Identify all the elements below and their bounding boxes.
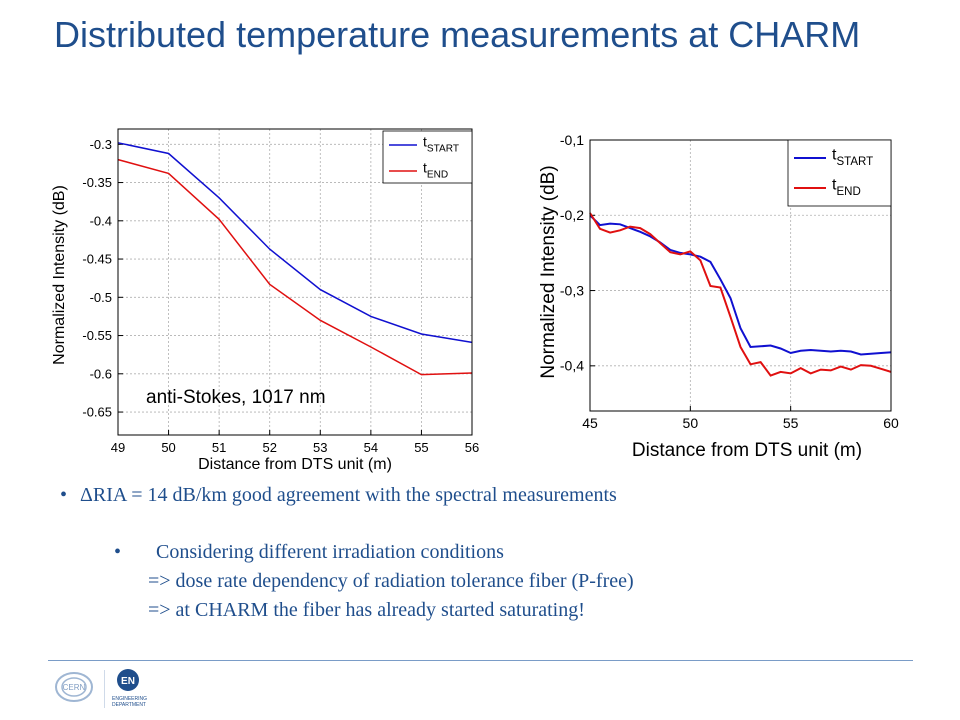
- en-department-word: DEPARTMENT: [112, 702, 146, 708]
- legend-label-start: tSTART: [423, 133, 459, 154]
- cern-logo-text: CERN: [63, 683, 86, 692]
- y-tick-label: -0.4: [90, 213, 112, 228]
- x-tick-label: 50: [161, 440, 175, 455]
- x-tick-label: 52: [262, 440, 276, 455]
- footer-divider: [48, 660, 913, 661]
- chart-annotation: anti-Stokes, 1017 nm: [146, 387, 326, 408]
- x-tick-label: 51: [212, 440, 226, 455]
- legend-label-end: tEND: [832, 177, 861, 199]
- series-line-end: [117, 158, 473, 376]
- x-tick-label: 55: [414, 440, 428, 455]
- en-department-text: ENGINEERING DEPARTMENT: [112, 696, 147, 708]
- y-tick-label: -0.6: [90, 366, 112, 381]
- y-tick-label: -0.65: [82, 405, 112, 420]
- en-logo-text: EN: [121, 676, 135, 687]
- series-line-start: [117, 142, 473, 344]
- legend-label-main: t: [423, 159, 427, 175]
- y-axis-label: Normalized Intensity (dB): [538, 165, 559, 378]
- x-tick-label: 60: [883, 415, 899, 431]
- series-line-end: [589, 212, 892, 377]
- legend-label-main: t: [423, 133, 427, 149]
- y-tick-label: -0,1: [560, 132, 584, 148]
- y-tick-label: -0,4: [560, 358, 584, 374]
- bullet-delta-ria-text: ΔRIA = 14 dB/km good agreement with the …: [80, 484, 617, 506]
- x-tick-label: 53: [313, 440, 327, 455]
- y-tick-label: -0.55: [82, 328, 112, 343]
- x-tick-label: 49: [111, 440, 125, 455]
- x-tick-label: 56: [465, 440, 479, 455]
- legend-box: [787, 139, 892, 207]
- bullet-saturating-text: => at CHARM the fiber has already starte…: [148, 599, 585, 621]
- bullet-dot: •: [60, 484, 68, 506]
- x-tick-label: 54: [364, 440, 378, 455]
- x-axis-label: Distance from DTS unit (m): [198, 456, 392, 473]
- x-tick-label: 45: [582, 415, 598, 431]
- legend-box: [382, 130, 473, 184]
- legend-label-sub: END: [836, 186, 860, 198]
- x-axis-label: Distance from DTS unit (m): [632, 440, 862, 461]
- y-tick-label: -0,2: [560, 207, 584, 223]
- legend-label-sub: END: [427, 169, 448, 180]
- chart-left: 49 50 51 52 53 54 55 56 -0.3 -0.35 -0.4 -0.45 -0.5 -0…: [51, 128, 479, 473]
- axes-frame: [117, 128, 473, 436]
- y-axis-label: Normalized Intensity (dB): [51, 185, 68, 365]
- legend-label-sub: START: [836, 156, 873, 168]
- series-line-start: [589, 214, 892, 356]
- y-tick-label: -0.45: [82, 252, 112, 267]
- bullet-dose-rate-text: => dose rate dependency of radiation tol…: [148, 570, 634, 592]
- x-tick-label: 55: [783, 415, 799, 431]
- en-department-word: ENGINEERING: [112, 696, 147, 702]
- y-tick-label: -0,3: [560, 282, 584, 298]
- bullet-dot: •: [114, 541, 122, 563]
- legend-label-sub: START: [427, 143, 459, 154]
- legend-label-main: t: [832, 147, 837, 164]
- legend-label-end: tEND: [423, 159, 448, 180]
- y-tick-label: -0.5: [90, 290, 112, 305]
- axes-frame: [589, 139, 892, 412]
- bullet-considering-text: Considering different irradiation condit…: [156, 541, 504, 563]
- legend-label-start: tSTART: [832, 147, 873, 169]
- x-tick-label: 50: [683, 415, 699, 431]
- slide-title: Distributed temperature measurements at …: [54, 14, 861, 55]
- cern-logo: CERN: [55, 672, 93, 702]
- legend-label-main: t: [832, 177, 837, 194]
- y-tick-label: -0.35: [82, 175, 112, 190]
- en-logo: EN ENGINEERING DEPARTMENT: [104, 669, 147, 708]
- y-tick-label: -0.3: [90, 137, 112, 152]
- chart-right: 45 50 55 60 -0,1 -0,2 -0,3 -0,4 Distance from DT…: [538, 132, 899, 461]
